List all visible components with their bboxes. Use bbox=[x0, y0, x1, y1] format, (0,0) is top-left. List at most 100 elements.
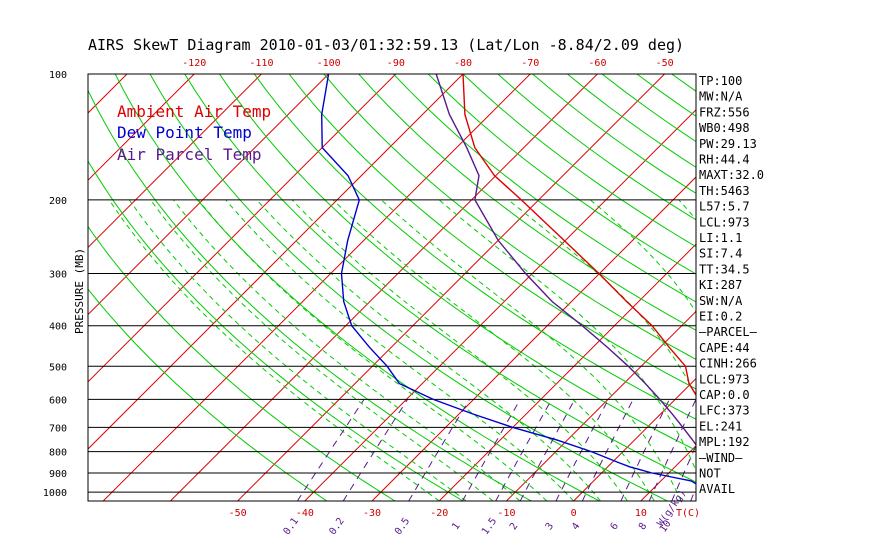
mixing-ratio-line bbox=[770, 399, 809, 501]
isotherm-line bbox=[0, 74, 60, 501]
pressure-tick-label: 400 bbox=[49, 322, 67, 333]
moist-adiabat-line bbox=[128, 199, 467, 501]
mixing-ratio-line bbox=[648, 399, 696, 501]
index-item: TP:100 bbox=[699, 74, 742, 88]
mixing-ratio-line bbox=[620, 399, 670, 501]
dry-adiabat-line bbox=[741, 74, 870, 501]
index-item: —WIND— bbox=[699, 451, 743, 465]
bottom-temp-tick-label: 10 bbox=[635, 508, 647, 519]
moist-adiabat-line bbox=[150, 199, 494, 501]
isotherm-line bbox=[88, 74, 128, 114]
index-item: CAP:0.0 bbox=[699, 388, 750, 402]
dry-adiabat-line bbox=[497, 74, 696, 221]
index-item: CINH:266 bbox=[699, 357, 757, 371]
index-item: MAXT:32.0 bbox=[699, 168, 764, 182]
dry-adiabat-line bbox=[88, 288, 328, 501]
isotherm-line bbox=[88, 74, 262, 249]
moist-adiabat-line bbox=[197, 199, 548, 501]
dry-adiabat-line bbox=[219, 74, 696, 451]
mixing-ratio-line bbox=[342, 399, 409, 501]
isotherm-line bbox=[88, 74, 397, 383]
pressure-tick-label: 1000 bbox=[43, 488, 67, 499]
legend-parcel: Air Parcel Temp bbox=[117, 145, 262, 164]
moist-adiabat-line bbox=[108, 199, 440, 501]
dry-adiabat-line bbox=[811, 74, 870, 501]
dry-adiabat-line bbox=[846, 74, 870, 501]
top-temp-tick-label: -50 bbox=[656, 58, 674, 69]
bottom-temp-tick-label: -10 bbox=[497, 508, 515, 519]
chart-title: AIRS SkewT Diagram 2010-01-03/01:32:59.1… bbox=[88, 36, 685, 54]
bottom-temp-tick-label: -40 bbox=[296, 508, 314, 519]
index-item: —PARCEL— bbox=[699, 325, 758, 339]
index-item: LCL:973 bbox=[699, 372, 750, 386]
dry-adiabat-line bbox=[149, 74, 668, 501]
moist-adiabat-line bbox=[381, 199, 682, 501]
legend-dewpoint: Dew Point Temp bbox=[117, 123, 252, 142]
mixing-ratio-line bbox=[555, 399, 609, 501]
mixing-ratio-line bbox=[581, 399, 634, 501]
index-item: SW:N/A bbox=[699, 294, 743, 308]
isotherm-line bbox=[102, 74, 531, 501]
index-item: TT:34.5 bbox=[699, 262, 750, 276]
dry-adiabat-line bbox=[253, 74, 696, 420]
isotherm-line bbox=[371, 176, 696, 501]
dry-adiabat-line bbox=[462, 74, 696, 248]
y-axis-label: PRESSURE (MB) bbox=[73, 248, 86, 334]
mixing-ratio-tick-label: 4 bbox=[570, 521, 582, 532]
mixing-ratio-tick-label: 6 bbox=[609, 521, 621, 532]
dry-adiabat-line bbox=[88, 89, 532, 501]
mixing-ratio-line bbox=[408, 399, 471, 501]
isotherm-line bbox=[304, 109, 696, 501]
isotherm-line bbox=[573, 377, 696, 501]
mixing-ratio-tick-label: 3 bbox=[544, 521, 556, 532]
pressure-tick-label: 800 bbox=[49, 448, 67, 459]
pressure-tick-label: 300 bbox=[49, 270, 67, 281]
legend-ambient: Ambient Air Temp bbox=[117, 102, 271, 121]
dry-adiabat-line bbox=[88, 160, 464, 501]
mixing-ratio-line bbox=[495, 399, 553, 501]
dry-adiabat-line bbox=[427, 74, 696, 275]
pressure-tick-label: 900 bbox=[49, 469, 67, 480]
mixing-ratio-tick-label: 0.1 bbox=[282, 516, 301, 537]
index-item: RH:44.4 bbox=[699, 153, 750, 167]
top-temp-tick-label: -90 bbox=[387, 58, 405, 69]
bottom-temp-tick-label: -50 bbox=[229, 508, 247, 519]
dry-adiabat-line bbox=[776, 74, 870, 501]
isotherm-line bbox=[237, 74, 665, 501]
isotherm-line bbox=[88, 74, 329, 316]
parcel-temp-line bbox=[435, 74, 696, 446]
moist-adiabat-line bbox=[760, 200, 816, 501]
mixing-ratio-line bbox=[519, 399, 576, 501]
pressure-tick-label: 200 bbox=[49, 196, 67, 207]
index-item: WB0:498 bbox=[699, 121, 750, 135]
top-temp-tick-label: -80 bbox=[454, 58, 472, 69]
index-item: EI:0.2 bbox=[699, 310, 742, 324]
dewpoint-line bbox=[320, 74, 696, 485]
mixing-ratio-line bbox=[823, 399, 858, 501]
x-axis-label: T(C) bbox=[676, 508, 700, 519]
pressure-tick-label: 500 bbox=[49, 362, 67, 373]
isotherm-line bbox=[88, 74, 195, 181]
moist-adiabat-line bbox=[438, 199, 696, 472]
index-item: KI:287 bbox=[699, 278, 742, 292]
top-temp-tick-label: -100 bbox=[317, 58, 341, 69]
isotherm-line bbox=[775, 74, 870, 501]
bottom-temp-tick-label: -20 bbox=[430, 508, 448, 519]
isotherm-line bbox=[88, 74, 464, 450]
top-temp-tick-label: -110 bbox=[249, 58, 273, 69]
index-item: LI:1.1 bbox=[699, 231, 742, 245]
top-temp-tick-label: -120 bbox=[182, 58, 206, 69]
index-item: MPL:192 bbox=[699, 435, 750, 449]
isotherm-line bbox=[506, 310, 696, 501]
index-item: LCL:973 bbox=[699, 215, 750, 229]
mixing-ratio-line bbox=[791, 399, 828, 501]
isotherm-line bbox=[170, 74, 598, 501]
mixing-ratio-tick-label: 1.5 bbox=[480, 516, 499, 537]
dry-adiabat-line bbox=[184, 74, 696, 483]
index-item: MW:N/A bbox=[699, 90, 743, 104]
dry-adiabat-line bbox=[323, 74, 696, 360]
bottom-temp-tick-label: -30 bbox=[363, 508, 381, 519]
moist-adiabat-line bbox=[291, 199, 628, 501]
dry-adiabat-line bbox=[393, 74, 696, 303]
mixing-ratio-tick-label: 8 bbox=[637, 521, 649, 532]
